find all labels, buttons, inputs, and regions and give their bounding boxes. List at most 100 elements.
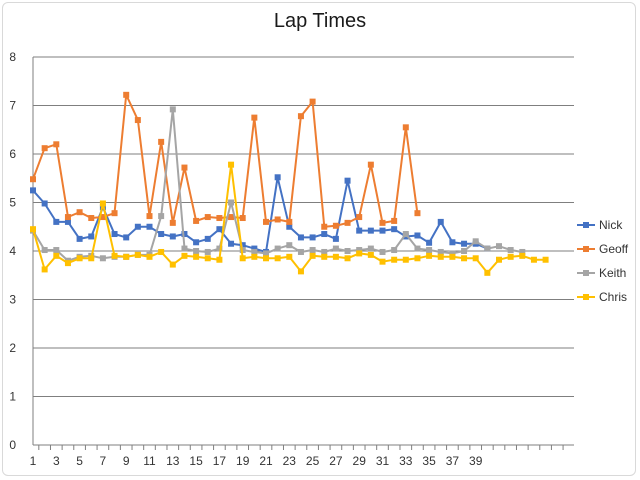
data-point-nick xyxy=(88,233,95,240)
data-point-keith xyxy=(519,248,526,255)
data-point-nick xyxy=(228,240,235,247)
x-tick-label: 7 xyxy=(100,454,107,468)
data-point-keith xyxy=(239,247,246,254)
data-point-chris xyxy=(251,253,258,260)
data-point-geoff xyxy=(88,215,95,222)
data-point-keith xyxy=(274,245,281,252)
x-tick-label: 1 xyxy=(30,454,37,468)
data-point-chris xyxy=(391,256,398,263)
x-tick-label: 11 xyxy=(143,454,156,468)
data-point-keith xyxy=(228,199,235,206)
data-point-nick xyxy=(204,235,211,242)
data-point-chris xyxy=(472,255,479,262)
x-tick-label: 15 xyxy=(189,454,203,468)
data-point-chris xyxy=(402,256,409,263)
x-tick-label: 13 xyxy=(166,454,180,468)
legend-marker-chris xyxy=(583,294,589,300)
data-point-nick xyxy=(76,235,83,242)
data-point-chris xyxy=(437,253,444,260)
x-tick-label: 39 xyxy=(469,454,483,468)
x-tick-label: 35 xyxy=(422,454,436,468)
data-point-keith xyxy=(41,247,48,254)
data-point-nick xyxy=(30,187,36,194)
x-tick-label: 21 xyxy=(259,454,273,468)
data-point-nick xyxy=(391,226,398,233)
data-point-nick xyxy=(134,223,141,230)
data-point-nick xyxy=(111,231,118,238)
data-point-geoff xyxy=(228,214,235,221)
data-point-geoff xyxy=(158,138,165,145)
data-point-keith xyxy=(379,248,386,255)
data-point-chris xyxy=(332,253,339,260)
data-point-nick xyxy=(286,223,293,230)
data-point-nick xyxy=(123,234,130,241)
data-point-geoff xyxy=(239,215,246,222)
x-tick-label: 5 xyxy=(76,454,83,468)
data-point-keith xyxy=(402,231,409,238)
y-tick-label: 4 xyxy=(9,244,16,258)
data-point-keith xyxy=(321,248,328,255)
data-point-keith xyxy=(297,248,304,255)
data-point-nick xyxy=(321,231,328,238)
data-point-chris xyxy=(344,255,351,262)
data-point-geoff xyxy=(99,214,106,221)
data-point-geoff xyxy=(146,213,153,220)
data-point-geoff xyxy=(367,161,374,168)
data-point-geoff xyxy=(379,219,386,226)
legend-marker-nick xyxy=(583,222,589,228)
x-tick-label: 19 xyxy=(236,454,250,468)
data-point-geoff xyxy=(193,217,200,224)
data-point-chris xyxy=(496,256,502,263)
data-point-geoff xyxy=(391,217,398,224)
data-point-chris xyxy=(297,268,304,275)
x-tick-label: 33 xyxy=(399,454,413,468)
data-point-keith xyxy=(332,245,339,252)
data-point-geoff xyxy=(251,114,258,121)
data-point-geoff xyxy=(111,210,118,217)
data-point-nick xyxy=(309,234,316,241)
data-point-chris xyxy=(193,253,200,260)
data-point-geoff xyxy=(344,219,351,226)
data-point-chris xyxy=(507,253,514,260)
data-point-chris xyxy=(519,252,526,259)
data-point-chris xyxy=(99,200,106,207)
data-point-keith xyxy=(169,106,176,113)
data-point-geoff xyxy=(402,124,409,131)
gridlines xyxy=(33,56,574,397)
data-point-keith xyxy=(251,248,258,255)
data-point-keith xyxy=(414,245,421,252)
data-point-chris xyxy=(123,253,130,260)
data-point-nick xyxy=(41,200,48,207)
data-point-keith xyxy=(496,243,502,250)
data-point-chris xyxy=(158,248,165,255)
data-point-chris xyxy=(64,260,71,267)
data-point-keith xyxy=(391,247,398,254)
chart-title: Lap Times xyxy=(273,10,367,32)
data-point-nick xyxy=(344,177,351,184)
data-point-keith xyxy=(286,242,293,249)
data-point-chris xyxy=(484,269,491,276)
data-point-keith xyxy=(181,245,188,252)
x-tick-label: 9 xyxy=(123,454,130,468)
data-point-keith xyxy=(507,247,514,254)
data-point-chris xyxy=(88,255,95,262)
data-point-geoff xyxy=(204,214,211,221)
data-point-nick xyxy=(356,227,363,234)
legend-marker-geoff xyxy=(583,246,589,252)
series-lines xyxy=(30,91,549,276)
data-point-nick xyxy=(426,239,433,246)
data-point-nick xyxy=(181,231,188,238)
data-point-keith xyxy=(309,247,316,254)
legend-label-geoff: Geoff xyxy=(599,242,629,256)
y-tick-label: 2 xyxy=(9,341,16,355)
data-point-chris xyxy=(146,253,153,260)
x-tick-label: 37 xyxy=(446,454,460,468)
data-point-chris xyxy=(30,226,36,233)
data-point-nick xyxy=(367,227,374,234)
data-point-keith xyxy=(461,248,468,254)
data-point-nick xyxy=(461,240,468,247)
legend-label-nick: Nick xyxy=(599,218,623,232)
x-tick-label: 29 xyxy=(353,454,367,468)
data-point-geoff xyxy=(286,218,293,225)
